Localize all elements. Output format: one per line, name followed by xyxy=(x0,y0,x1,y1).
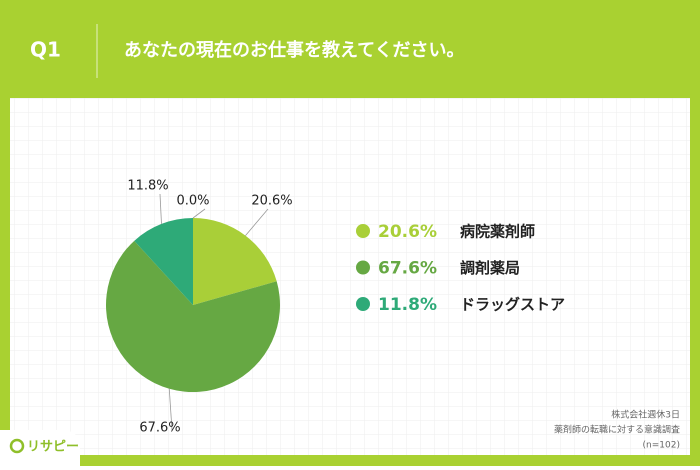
pie-slice xyxy=(134,218,193,305)
legend-value: 11.8% xyxy=(378,295,437,315)
legend-marker xyxy=(356,224,370,238)
leader-line xyxy=(192,208,206,219)
logo-text: リサピー xyxy=(27,440,79,455)
footer-survey: 薬剤師の転職に対する意識調査 xyxy=(554,424,680,436)
data-label: 0.0% xyxy=(176,194,209,209)
logo-icon xyxy=(9,438,25,454)
pie-slice xyxy=(193,218,277,305)
legend-value: 67.6% xyxy=(378,259,437,279)
question-number: Q1 xyxy=(30,38,61,62)
footer-company: 株式会社週休3日 xyxy=(611,409,680,421)
legend-marker xyxy=(356,297,370,311)
data-label: 11.8% xyxy=(127,179,168,194)
pie-chart: 20.6% 67.6% 11.8% 0.0% 20.6% 病院薬剤師 67.6% 調剤薬局 11… xyxy=(105,179,565,436)
data-label: 67.6% xyxy=(139,421,180,436)
legend-label: ドラッグストア xyxy=(460,296,565,314)
question-text: あなたの現在のお仕事を教えてください。 xyxy=(124,39,465,61)
legend-label: 調剤薬局 xyxy=(460,259,520,277)
data-label: 20.6% xyxy=(251,194,292,209)
legend-value: 20.6% xyxy=(378,222,437,242)
footer-sample: (n=102) xyxy=(643,441,680,451)
pie-slice xyxy=(105,240,280,393)
leader-line xyxy=(245,208,269,236)
legend-marker xyxy=(356,260,370,275)
logo-background xyxy=(0,430,80,466)
leader-line xyxy=(168,388,173,431)
legend-label: 病院薬剤師 xyxy=(460,223,535,241)
leader-line xyxy=(159,193,162,224)
